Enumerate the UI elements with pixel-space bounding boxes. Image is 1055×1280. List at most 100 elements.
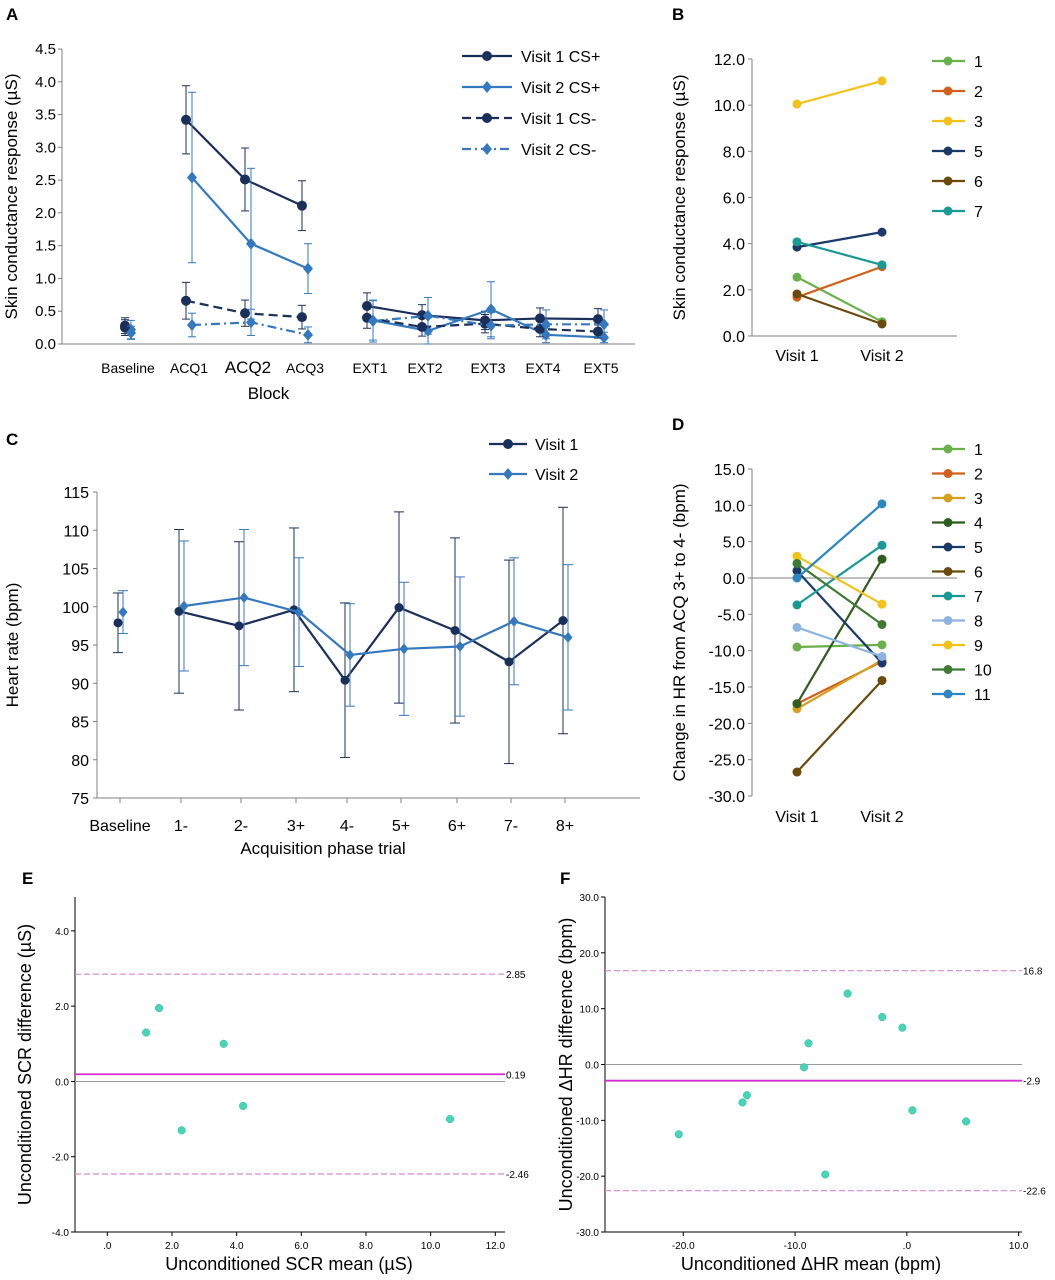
data-point (239, 1101, 248, 1110)
series-line (796, 562, 883, 626)
data-point (417, 321, 427, 332)
data-point (362, 300, 372, 311)
x-tick-label: 8+ (556, 818, 574, 835)
lower-limit-line-label: -2.46 (506, 1170, 529, 1181)
y-tick-label: 4.0 (55, 927, 69, 938)
legend-marker (943, 689, 953, 699)
data-point (792, 600, 802, 610)
panel-label-a: A (6, 5, 18, 24)
data-point (297, 200, 307, 211)
data-point (368, 315, 378, 328)
data-point (187, 318, 197, 331)
y-axis-title: Unconditioned SCR difference (µS) (15, 924, 35, 1205)
y-tick-label: 6.0 (723, 191, 745, 208)
x-tick-label: 1- (174, 818, 188, 835)
y-tick-label: 2.0 (723, 283, 745, 300)
y-tick-label: 1.0 (35, 270, 56, 287)
series-line (796, 569, 883, 664)
y-tick-label: 100 (62, 600, 89, 617)
legend-label: 4 (974, 516, 983, 533)
x-tick-label: EXT5 (583, 360, 618, 376)
data-point (294, 606, 304, 618)
x-tick-label: 6.0 (294, 1241, 308, 1252)
y-tick-label: 75 (71, 791, 89, 808)
panel-label-f: F (560, 869, 570, 888)
panel-b: 0.0 2.0 4.0 6.0 8.0 10.0 12.0 Visit 1 Visit 2 Ski… (670, 52, 983, 365)
data-point (593, 314, 603, 325)
series-line (796, 643, 883, 649)
series-line (796, 558, 883, 705)
legend-marker (482, 143, 492, 155)
x-tick-label: Visit 1 (775, 809, 818, 826)
data-point (563, 631, 573, 643)
legend-label: Visit 1 CS+ (521, 49, 600, 66)
data-point (303, 328, 313, 341)
legend-marker (943, 640, 953, 650)
y-tick-label: 0.5 (35, 303, 56, 320)
panel-label-c: C (6, 430, 18, 449)
data-point (792, 573, 802, 583)
data-point (674, 1130, 683, 1139)
y-tick-label: 20.0 (580, 949, 600, 960)
data-point (593, 326, 603, 337)
data-point (541, 318, 551, 331)
x-axis-title: Acquisition phase trial (240, 839, 405, 858)
x-tick-label: 10.0 (421, 1241, 441, 1252)
data-point (246, 316, 256, 329)
legend-marker (943, 116, 953, 126)
data-point (877, 675, 887, 685)
y-tick-label: 30.0 (580, 893, 600, 904)
panel-label-e: E (22, 869, 33, 888)
x-tick-label: EXT1 (352, 360, 387, 376)
legend-label: 5 (974, 540, 983, 557)
data-point (877, 227, 887, 237)
x-tick-label: 6+ (448, 818, 466, 835)
data-point (877, 651, 887, 661)
y-tick-label: 3.5 (35, 107, 56, 124)
data-point (423, 309, 433, 322)
data-point (181, 295, 191, 306)
y-tick-label: 2.0 (35, 205, 56, 222)
y-axis-title: Heart rate (bpm) (3, 583, 22, 708)
data-point (187, 171, 197, 184)
legend-marker (943, 493, 953, 503)
data-point (792, 237, 802, 247)
data-point (113, 618, 123, 628)
data-point (877, 599, 887, 609)
series-line (178, 606, 564, 683)
data-point (155, 1003, 164, 1013)
x-tick-label: 4- (340, 818, 354, 835)
data-point (303, 262, 313, 275)
data-point (297, 312, 307, 323)
legend-label: 1 (974, 54, 983, 71)
data-point (126, 326, 136, 339)
data-point (792, 289, 802, 299)
data-point (792, 558, 802, 568)
x-tick-label: 12.0 (486, 1241, 506, 1252)
x-tick-label: ACQ2 (225, 358, 271, 377)
panel-label-d: D (672, 415, 684, 434)
legend-marker (943, 444, 953, 454)
data-point (486, 319, 496, 332)
x-tick-label: -20.0 (672, 1241, 695, 1252)
data-point (799, 1063, 809, 1072)
legend-marker (503, 439, 513, 449)
series-line (183, 596, 569, 657)
series-line (796, 626, 883, 658)
data-point (234, 621, 244, 631)
data-point (179, 600, 189, 612)
data-point (509, 615, 519, 627)
y-tick-label: 8.0 (723, 144, 745, 161)
data-point (792, 99, 802, 109)
data-point (455, 641, 465, 653)
legend-label: 8 (974, 614, 983, 631)
legend-label: Visit 2 CS- (521, 142, 596, 159)
data-point (792, 699, 802, 709)
legend-label: 2 (974, 84, 983, 101)
data-point (174, 606, 184, 616)
x-tick-label: 8.0 (359, 1241, 373, 1252)
upper-limit-line-label: 16.8 (1023, 967, 1043, 978)
data-point (792, 767, 802, 777)
data-point (792, 551, 802, 561)
x-tick-label: 3+ (287, 818, 305, 835)
